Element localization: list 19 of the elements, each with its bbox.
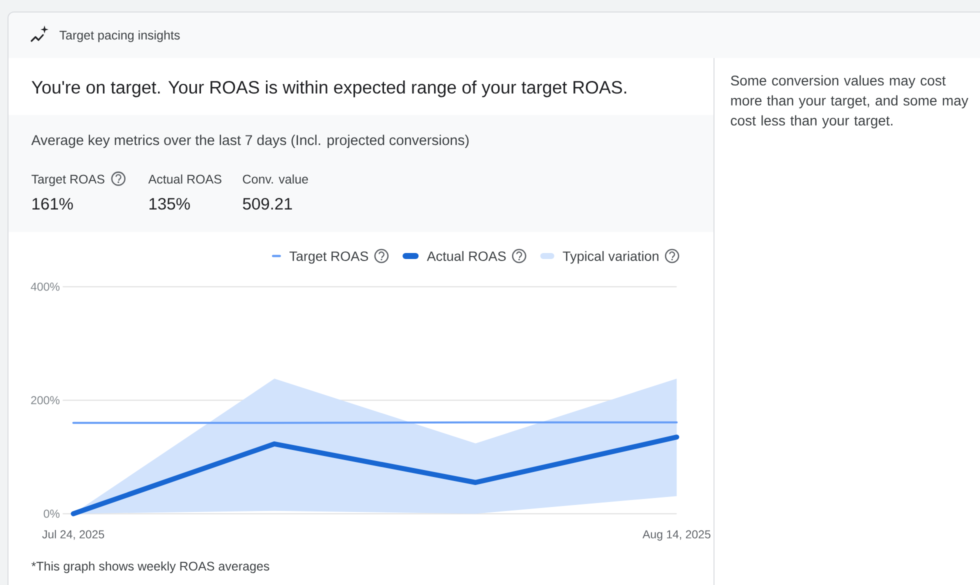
chart-title: Target pacing insights [60,30,180,42]
y-tick-label: 200% [31,396,60,404]
text: *This graph shows weekly ROAS averages [31,561,270,574]
text: Actual ROAS [148,174,222,184]
legend-label: Target ROAS [289,251,368,264]
text: Conv. value [242,174,308,184]
y-tick-label: 0% [44,510,60,518]
chart-subtitle: You're on target. Your ROAS is within expected range of your target ROAS. [32,80,626,98]
legend-label: Actual ROAS [426,251,506,261]
text: Some conversion values may cost more than your target, and some may cost less than your target. [730,75,968,128]
text: Target ROAS [32,174,104,186]
text: 135% [150,198,190,210]
text: Average key metrics over the last 7 days (Incl. projected conversions) [31,134,469,148]
x-tick-label: Aug 14, 2025 [642,530,710,541]
x-tick-label: Jul 24, 2025 [42,530,104,540]
y-tick-label: 400% [30,282,60,291]
text: 161% [32,198,73,210]
legend-label: Typical variation [562,251,658,264]
text: 509.21 [242,198,292,210]
